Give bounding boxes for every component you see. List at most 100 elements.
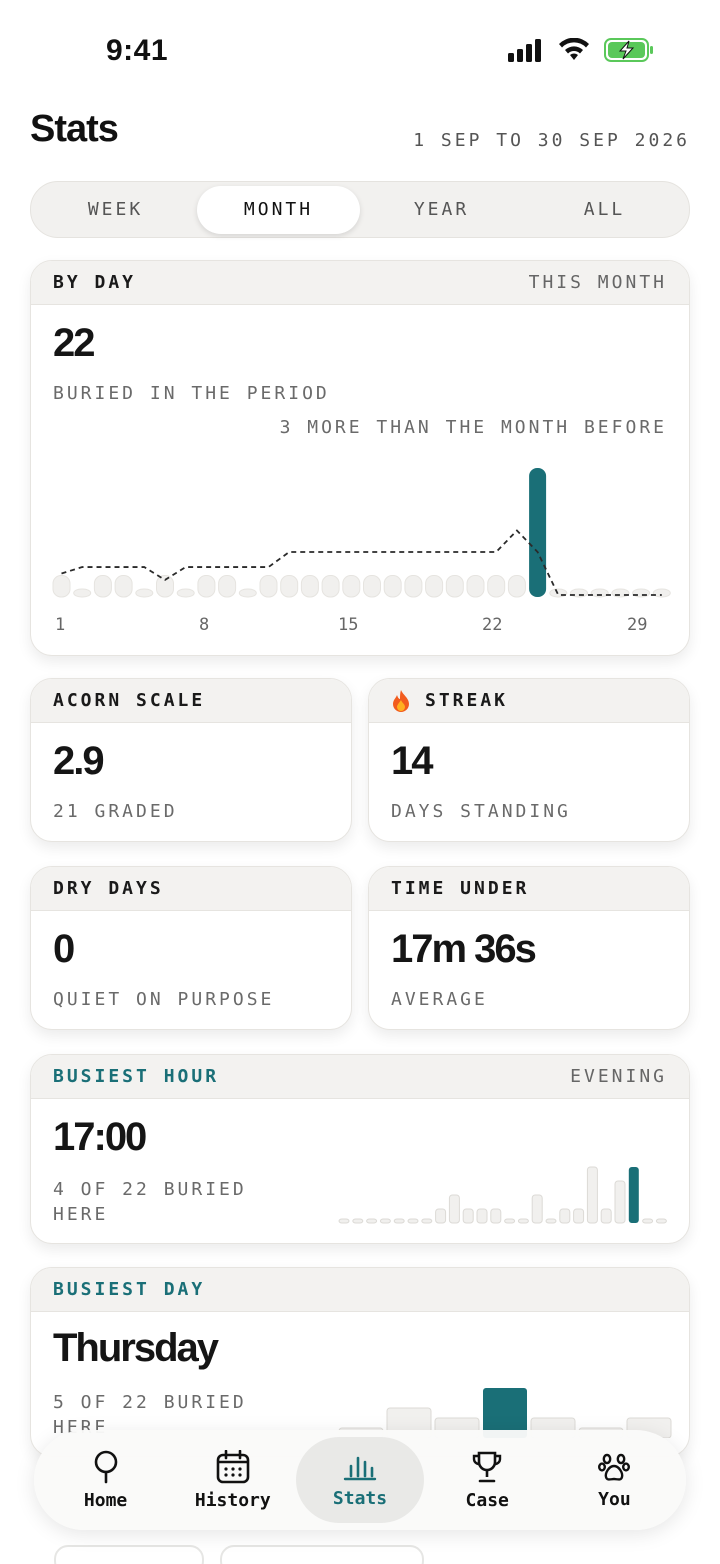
highlight-hour-bar[interactable]: [628, 1167, 639, 1223]
wifi-icon: [559, 38, 589, 60]
busiest-hour-value: 17:00: [53, 1115, 147, 1159]
day-bar[interactable]: [404, 575, 423, 598]
hour-bar[interactable]: [642, 1218, 654, 1224]
streak-card[interactable]: STREAK 14 DAYS STANDING: [368, 678, 690, 842]
acorn-scale-label: ACORN SCALE: [53, 690, 206, 711]
day-bar[interactable]: [321, 575, 340, 598]
day-bar[interactable]: [280, 575, 299, 598]
hour-bar[interactable]: [476, 1208, 488, 1224]
tab-label: Stats: [332, 1487, 388, 1509]
date-range[interactable]: 1 SEP TO 30 SEP 2026: [413, 130, 690, 151]
hour-bar[interactable]: [504, 1218, 516, 1224]
dry-days-label: DRY DAYS: [53, 878, 164, 899]
day-bar[interactable]: [342, 575, 361, 598]
tab-you[interactable]: You: [551, 1437, 678, 1523]
hour-bar[interactable]: [462, 1208, 474, 1224]
busiest-hour-card[interactable]: BUSIEST HOUR EVENING 17:00 4 OF 22 BURIE…: [30, 1054, 690, 1244]
tab-label: You: [598, 1488, 631, 1510]
hour-bar[interactable]: [517, 1218, 529, 1224]
hour-bar[interactable]: [338, 1218, 350, 1224]
buried-caption: BURIED IN THE PERIOD: [53, 383, 330, 404]
tab-history[interactable]: History: [169, 1437, 296, 1523]
day-bar[interactable]: [135, 588, 154, 598]
day-bar[interactable]: [156, 575, 174, 598]
hour-bar[interactable]: [655, 1218, 667, 1224]
hour-bar[interactable]: [559, 1208, 571, 1224]
day-bar[interactable]: [383, 575, 402, 598]
tick-label: 8: [199, 615, 210, 635]
period-all-tab[interactable]: ALL: [583, 199, 626, 220]
time-under-card[interactable]: TIME UNDER 17m 36s AVERAGE: [368, 866, 690, 1030]
by-day-label: BY DAY: [53, 272, 137, 293]
day-bar[interactable]: [507, 575, 526, 598]
period-segmented-control: WEEK MONTH YEAR ALL: [30, 181, 690, 238]
dry-days-header: DRY DAYS: [31, 867, 351, 911]
period-month-tab[interactable]: MONTH: [197, 185, 360, 234]
streak-caption: DAYS STANDING: [391, 801, 571, 822]
highlight-weekday-bar[interactable]: [483, 1388, 527, 1438]
hour-bar[interactable]: [421, 1218, 433, 1224]
ghost-chip: [54, 1545, 204, 1564]
page-title: Stats: [30, 108, 119, 150]
day-bar[interactable]: [218, 575, 237, 598]
day-bar[interactable]: [52, 575, 71, 598]
day-bar[interactable]: [73, 588, 92, 598]
day-bar[interactable]: [425, 575, 444, 598]
acorn-scale-card[interactable]: ACORN SCALE 2.9 21 GRADED: [30, 678, 352, 842]
hour-bar[interactable]: [366, 1218, 378, 1224]
tab-case[interactable]: Case: [424, 1437, 551, 1523]
hour-bar[interactable]: [352, 1218, 364, 1224]
busiest-hour-caption: 4 OF 22 BURIED HERE: [53, 1179, 247, 1225]
day-bar[interactable]: [487, 575, 506, 598]
day-bar[interactable]: [590, 588, 609, 598]
busiest-day-card[interactable]: BUSIEST DAY Thursday 5 OF 22 BURIED HERE: [30, 1267, 690, 1457]
tick-label: 29: [627, 615, 648, 635]
period-week-tab[interactable]: WEEK: [87, 199, 144, 220]
by-day-card[interactable]: BY DAY THIS MONTH 22 BURIED IN THE PERIO…: [30, 260, 690, 656]
hour-bar[interactable]: [573, 1208, 585, 1224]
streak-value: 14: [391, 739, 433, 783]
day-bar[interactable]: [197, 575, 216, 598]
hour-bar[interactable]: [448, 1194, 460, 1224]
dry-days-value: 0: [53, 927, 75, 971]
hour-bar[interactable]: [490, 1208, 502, 1224]
tab-home[interactable]: Home: [42, 1437, 169, 1523]
tab-label: Home: [83, 1489, 128, 1511]
tab-label: Case: [465, 1489, 509, 1511]
by-day-ticks: 1 8 15 22 29: [31, 615, 689, 639]
hour-bar[interactable]: [545, 1218, 557, 1224]
hour-bar[interactable]: [393, 1218, 405, 1224]
hour-bar[interactable]: [586, 1166, 598, 1224]
hour-bar[interactable]: [407, 1218, 419, 1224]
day-bar[interactable]: [176, 588, 195, 598]
hour-bar[interactable]: [600, 1208, 612, 1224]
hour-bar[interactable]: [531, 1194, 543, 1224]
paw-icon: [598, 1453, 631, 1481]
dry-days-card[interactable]: DRY DAYS 0 QUIET ON PURPOSE: [30, 866, 352, 1030]
busiest-day-chart: [338, 1388, 672, 1438]
tab-stats[interactable]: Stats: [296, 1437, 424, 1523]
day-bar[interactable]: [114, 575, 133, 598]
acorn-scale-header: ACORN SCALE: [31, 679, 351, 723]
day-bar[interactable]: [300, 575, 319, 598]
by-day-card-header: BY DAY THIS MONTH: [31, 261, 689, 305]
day-bar[interactable]: [363, 575, 381, 598]
day-bar[interactable]: [238, 588, 257, 598]
day-bar[interactable]: [466, 575, 485, 598]
highlight-day-bar[interactable]: [529, 468, 547, 597]
hour-bar[interactable]: [435, 1208, 447, 1224]
busiest-hour-label: BUSIEST HOUR: [53, 1066, 220, 1087]
bar-chart-icon: [343, 1456, 377, 1480]
compare-caption: 3 MORE THAN THE MONTH BEFORE: [279, 417, 667, 438]
tick-label: 1: [55, 615, 66, 635]
day-bar[interactable]: [259, 575, 278, 598]
day-bar[interactable]: [445, 575, 464, 598]
time-under-value: 17m 36s: [391, 927, 537, 971]
hour-bar[interactable]: [379, 1218, 391, 1224]
period-year-tab[interactable]: YEAR: [413, 199, 470, 220]
signal-icon: [508, 39, 541, 62]
day-bar[interactable]: [93, 575, 112, 598]
day-bar[interactable]: [652, 588, 671, 598]
tick-label: 15: [338, 615, 359, 635]
hour-bar[interactable]: [614, 1180, 626, 1224]
